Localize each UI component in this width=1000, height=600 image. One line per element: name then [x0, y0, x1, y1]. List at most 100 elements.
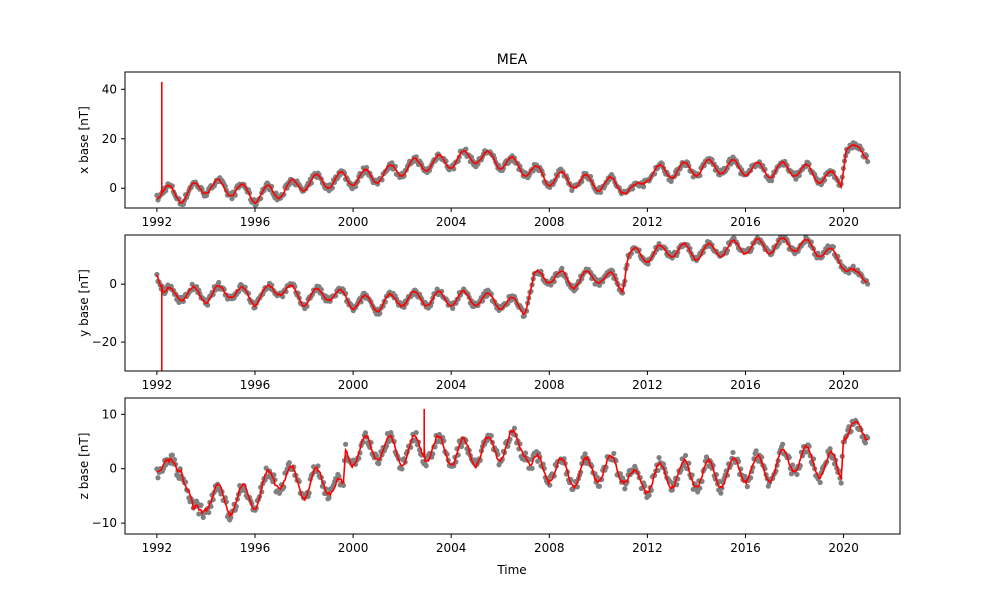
data-point	[200, 514, 206, 520]
plot-frame	[124, 71, 901, 209]
y-tick-label: −20	[92, 335, 117, 349]
y-axis-label: x base [nT]	[77, 106, 91, 174]
y-tick-label: 0	[109, 181, 117, 195]
data-point	[827, 446, 833, 452]
data-point	[753, 448, 759, 454]
data-point	[559, 265, 565, 271]
x-tick-label: 1996	[240, 215, 271, 229]
y-tick-label: 20	[102, 132, 117, 146]
data-point	[640, 184, 647, 190]
plot-frame	[124, 234, 901, 372]
y-tick-label: 40	[102, 82, 117, 96]
data-point	[744, 484, 750, 490]
data-point	[450, 305, 456, 311]
x-tick-label: 2016	[730, 378, 761, 392]
data-point	[522, 450, 529, 456]
panel-1: 1992 1996 2000 2004 2008 2012 2016 2020 0 20 40 x b…	[77, 71, 901, 229]
data-point	[622, 486, 628, 492]
data-point	[286, 460, 292, 466]
chart-title: MEA	[497, 52, 528, 68]
x-tick-label: 2000	[338, 215, 369, 229]
panel-2: 1992 1996 2000 2004 2008 2012 2016 2020 −20 0 y ba…	[77, 234, 901, 392]
panels-group: 1992 1996 2000 2004 2008 2012 2016 2020 0 20 40 x b…	[77, 71, 901, 555]
y-axis-label: y base [nT]	[77, 269, 91, 337]
data-point	[488, 433, 494, 439]
data-point	[682, 452, 689, 459]
x-tick-label: 1992	[142, 541, 173, 555]
data-point	[155, 475, 161, 481]
x-tick-label: 2012	[632, 215, 663, 229]
data-point	[198, 502, 204, 508]
x-tick-label: 1992	[142, 378, 173, 392]
data-point	[511, 425, 518, 431]
data-point	[611, 450, 617, 457]
data-point	[399, 466, 405, 472]
data-point	[535, 458, 541, 464]
x-tick-label: 2004	[436, 215, 467, 229]
data-point	[794, 471, 800, 478]
data-point	[154, 271, 160, 278]
data-point	[529, 465, 535, 471]
x-tick-label: 2020	[828, 215, 859, 229]
x-tick-label: 1996	[240, 541, 271, 555]
data-point	[663, 246, 669, 252]
data-point	[730, 449, 736, 456]
data-point	[548, 282, 554, 288]
data-point	[718, 490, 724, 496]
data-point	[216, 279, 222, 286]
fit-line	[156, 81, 868, 205]
data-point	[582, 451, 588, 457]
data-point	[206, 509, 212, 516]
data-point	[646, 492, 652, 498]
x-tick-label: 2004	[436, 541, 467, 555]
y-axis-label: z base [nT]	[77, 433, 91, 500]
x-tick-label: 2008	[534, 215, 565, 229]
data-point	[169, 452, 175, 458]
x-tick-label: 2012	[632, 378, 663, 392]
y-tick-label: 10	[102, 407, 117, 421]
x-tick-label: 2008	[534, 541, 565, 555]
x-tick-label: 2016	[730, 215, 761, 229]
data-point	[596, 483, 603, 489]
x-tick-label: 2020	[828, 541, 859, 555]
x-tick-label: 2008	[534, 378, 565, 392]
data-point	[769, 178, 775, 184]
data-point	[229, 196, 235, 202]
data-point	[363, 164, 370, 171]
plot-frame	[124, 397, 901, 535]
data-point	[401, 304, 407, 310]
panel-3: 1992 1996 2000 2004 2008 2012 2016 2020 −10 0 10 z …	[77, 397, 901, 555]
x-tick-label: 2012	[632, 541, 663, 555]
x-tick-label: 1996	[240, 378, 271, 392]
fit-line	[156, 237, 868, 371]
y-tick-label: 0	[109, 277, 117, 291]
y-tick-label: 0	[109, 462, 117, 476]
fit-line	[156, 408, 869, 519]
x-axis-label: Time	[496, 563, 526, 577]
data-point	[865, 158, 871, 165]
data-point	[793, 176, 799, 182]
x-tick-label: 2000	[338, 378, 369, 392]
data-point	[838, 480, 844, 486]
data-point	[804, 449, 810, 455]
x-tick-label: 2016	[730, 541, 761, 555]
data-point	[862, 440, 869, 446]
data-point	[343, 441, 349, 447]
data-point	[362, 430, 369, 436]
data-point	[171, 456, 178, 463]
x-tick-label: 2000	[338, 541, 369, 555]
data-point	[423, 463, 429, 469]
data-point	[376, 461, 382, 467]
data-point	[413, 429, 419, 436]
data-point	[656, 455, 662, 461]
data-point	[389, 160, 395, 166]
data-point	[780, 441, 786, 447]
y-tick-label: −10	[92, 516, 117, 530]
data-point	[668, 178, 674, 184]
x-tick-label: 2020	[828, 378, 859, 392]
data-point	[817, 479, 823, 486]
data-point	[500, 165, 507, 171]
x-tick-label: 2004	[436, 378, 467, 392]
